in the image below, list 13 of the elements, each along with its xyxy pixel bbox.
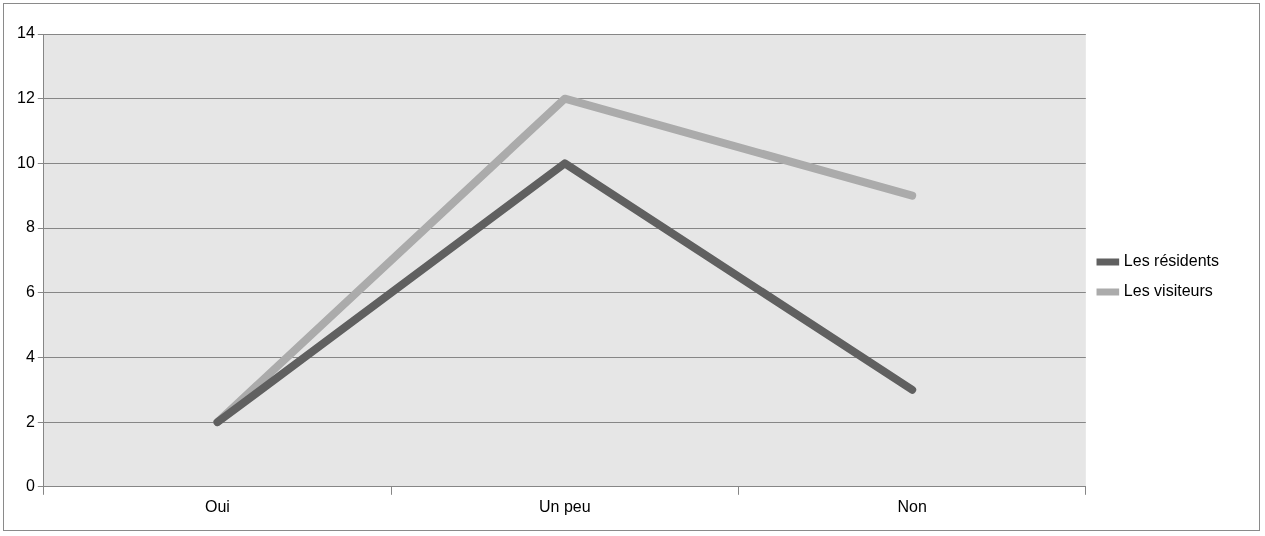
y-tick-label: 0 — [25, 477, 35, 495]
y-tick-label: 12 — [17, 89, 35, 107]
y-tick-label: 4 — [25, 347, 35, 365]
x-tick-label: Oui — [205, 497, 230, 515]
y-tick-label: 14 — [17, 24, 35, 42]
x-tick-label: Un peu — [539, 497, 591, 515]
legend-label: Les visiteurs — [1123, 282, 1213, 300]
y-tick-label: 2 — [25, 412, 35, 430]
y-tick-label: 8 — [25, 218, 35, 236]
x-tick-label: Non — [897, 497, 927, 515]
legend-label: Les résidents — [1123, 252, 1220, 270]
y-tick-label: 6 — [25, 283, 35, 301]
y-tick-label: 10 — [17, 153, 35, 171]
